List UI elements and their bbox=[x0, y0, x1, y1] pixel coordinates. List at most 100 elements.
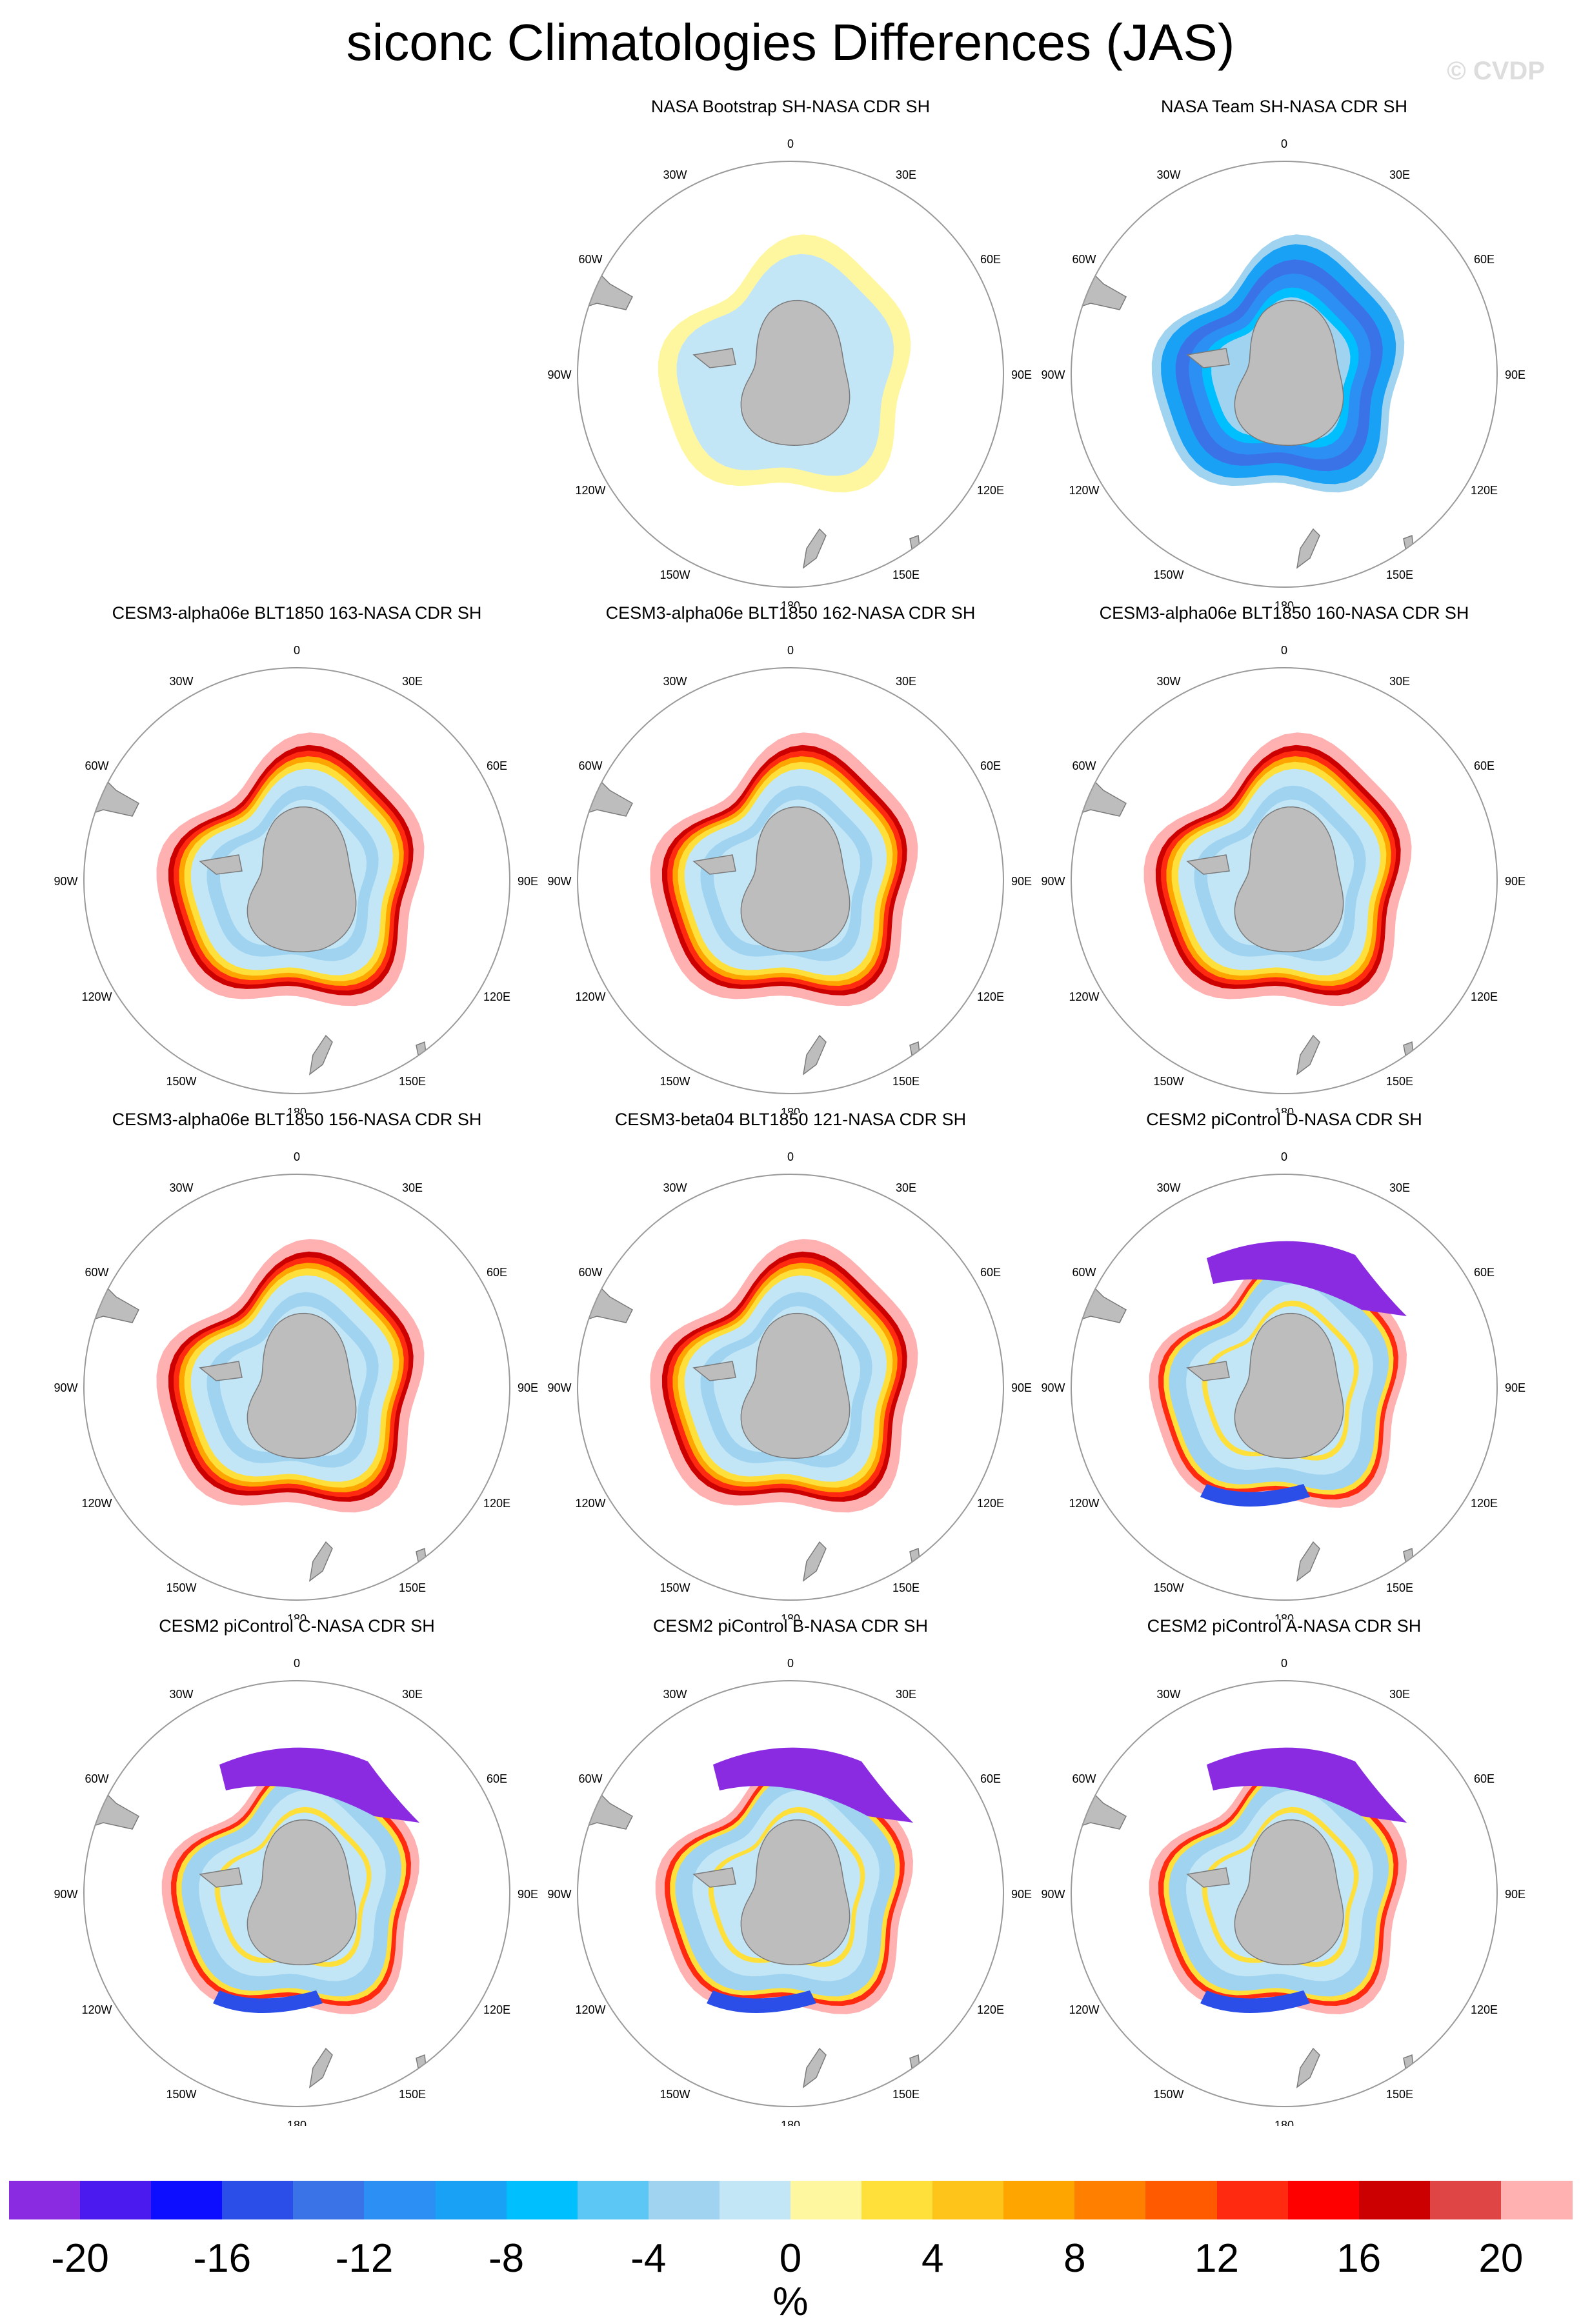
panel-title: CESM2 piControl C-NASA CDR SH bbox=[159, 1616, 435, 1636]
new-zealand-landmass bbox=[802, 1541, 827, 1582]
map-boundary-circle bbox=[577, 667, 1004, 1094]
south-america-landmass bbox=[1071, 774, 1127, 817]
antarctic-peninsula bbox=[692, 1361, 736, 1381]
antarctic-peninsula bbox=[692, 348, 736, 368]
map-field bbox=[1071, 1241, 1414, 1582]
map-panel: CESM2 piControl B-NASA CDR SH 0 30E 60E 90E 1… bbox=[545, 1616, 1036, 2126]
longitude-label: 90W bbox=[547, 875, 571, 888]
longitude-label: 60E bbox=[980, 1266, 1001, 1279]
polar-map: 0 30E 60E 90E 120E 150E 180 150W 120W 90W 60W 30W bbox=[54, 1150, 538, 1619]
longitude-label: 30W bbox=[1156, 168, 1180, 181]
longitude-label: 60E bbox=[1474, 253, 1495, 266]
polar-map: 0 30E 60E 90E 120E 150E 180 150W 120W 90W 60W 30W bbox=[54, 644, 538, 1113]
map-panel: CESM2 piControl D-NASA CDR SH 0 30E 60E 90E 1… bbox=[1039, 1110, 1529, 1619]
map-field bbox=[1071, 1747, 1414, 2089]
longitude-label: 180 bbox=[781, 2119, 800, 2126]
colorbar-cell bbox=[1287, 2181, 1360, 2219]
antarctica-landmass bbox=[247, 806, 357, 952]
south-america-landmass bbox=[578, 1280, 633, 1324]
panel-title: CESM3-alpha06e BLT1850 160-NASA CDR SH bbox=[1099, 603, 1469, 623]
longitude-label: 90W bbox=[1041, 368, 1065, 381]
longitude-label: 120W bbox=[81, 2003, 112, 2016]
longitude-label: 60W bbox=[1072, 759, 1096, 772]
colorbar-cell bbox=[932, 2181, 1004, 2219]
colorbar-tick-label: -12 bbox=[335, 2236, 394, 2281]
new-zealand-landmass bbox=[308, 1541, 333, 1582]
longitude-label: 150E bbox=[892, 568, 920, 581]
panel-title: CESM3-alpha06e BLT1850 156-NASA CDR SH bbox=[112, 1110, 482, 1129]
south-america-landmass bbox=[578, 774, 633, 817]
panel-title: NASA Bootstrap SH-NASA CDR SH bbox=[650, 97, 931, 116]
copyright-watermark: © CVDP bbox=[1447, 57, 1545, 85]
longitude-label: 120W bbox=[1069, 990, 1099, 1003]
colorbar-cell bbox=[1003, 2181, 1075, 2219]
panel-title: CESM3-alpha06e BLT1850 162-NASA CDR SH bbox=[605, 603, 976, 623]
colorbar-cell bbox=[1500, 2181, 1573, 2219]
longitude-label: 180 bbox=[781, 599, 800, 606]
longitude-label: 180 bbox=[1274, 599, 1294, 606]
colorbar-cell bbox=[1145, 2181, 1218, 2219]
map-field bbox=[1071, 234, 1414, 569]
colorbar-tick-label: -4 bbox=[630, 2236, 667, 2281]
antarctic-peninsula bbox=[1186, 1867, 1230, 1888]
longitude-label: 30W bbox=[169, 1181, 193, 1194]
colorbar-tick-label: 0 bbox=[779, 2236, 802, 2281]
longitude-label: 0 bbox=[294, 1657, 300, 1670]
longitude-label: 180 bbox=[781, 1612, 800, 1619]
polar-map: 0 30E 60E 90E 120E 150E 180 150W 120W 90W 60W 30W bbox=[547, 137, 1032, 606]
longitude-label: 60W bbox=[1072, 1266, 1096, 1279]
longitude-label: 150E bbox=[1386, 1075, 1413, 1088]
map-boundary-circle bbox=[577, 161, 1004, 588]
longitude-label: 60E bbox=[980, 759, 1001, 772]
longitude-label: 150E bbox=[399, 1075, 426, 1088]
longitude-label: 60W bbox=[85, 1266, 108, 1279]
longitude-label: 150W bbox=[660, 2088, 690, 2101]
longitude-label: 150E bbox=[399, 1581, 426, 1594]
antarctica-landmass bbox=[740, 299, 851, 446]
map-boundary-circle bbox=[83, 1680, 510, 2107]
new-zealand-landmass bbox=[802, 2047, 827, 2089]
antarctica-landmass bbox=[740, 1312, 851, 1459]
longitude-label: 180 bbox=[1274, 2119, 1294, 2126]
negative-anomaly-patch bbox=[1207, 1241, 1407, 1316]
colorbar-tick-label: -20 bbox=[51, 2236, 109, 2281]
map-panel: CESM2 piControl A-NASA CDR SH 0 30E 60E 90E 1… bbox=[1039, 1616, 1529, 2126]
map-panels: NASA Bootstrap SH-NASA CDR SH 0 30E 60E 90E 1… bbox=[52, 97, 1529, 2126]
colorbar-cell bbox=[1429, 2181, 1502, 2219]
map-boundary-circle bbox=[1071, 161, 1498, 588]
colorbar-tick-label: -16 bbox=[193, 2236, 252, 2281]
colorbar-cell bbox=[364, 2181, 436, 2219]
map-panel: CESM3-alpha06e BLT1850 163-NASA CDR SH 0 3… bbox=[52, 603, 542, 1113]
antarctic-peninsula bbox=[199, 854, 243, 875]
antarctic-peninsula bbox=[199, 1361, 243, 1381]
map-boundary-circle bbox=[1071, 1680, 1498, 2107]
map-panel: CESM2 piControl C-NASA CDR SH 0 30E 60E 90E 1… bbox=[52, 1616, 542, 2126]
new-zealand-landmass bbox=[1296, 528, 1320, 569]
longitude-label: 90W bbox=[1041, 875, 1065, 888]
longitude-label: 120W bbox=[1069, 2003, 1099, 2016]
panel-title: NASA Team SH-NASA CDR SH bbox=[1160, 97, 1408, 116]
longitude-label: 120E bbox=[1471, 990, 1498, 1003]
longitude-label: 180 bbox=[287, 1612, 307, 1619]
longitude-label: 120E bbox=[483, 1497, 510, 1510]
negative-anomaly-patch bbox=[213, 1990, 323, 2013]
longitude-label: 150W bbox=[660, 1075, 690, 1088]
map-field bbox=[578, 1747, 920, 2089]
negative-anomaly-patch bbox=[707, 1990, 816, 2013]
longitude-label: 120W bbox=[1069, 1497, 1099, 1510]
longitude-label: 90E bbox=[518, 1381, 538, 1394]
longitude-label: 90W bbox=[547, 1888, 571, 1901]
colorbar-cell bbox=[293, 2181, 365, 2219]
colorbar-cell bbox=[577, 2181, 649, 2219]
antarctica-landmass bbox=[1234, 299, 1344, 446]
longitude-label: 90W bbox=[54, 875, 77, 888]
longitude-label: 120E bbox=[977, 990, 1004, 1003]
longitude-label: 120W bbox=[81, 990, 112, 1003]
longitude-label: 30E bbox=[1389, 675, 1410, 688]
new-zealand-landmass bbox=[308, 2047, 333, 2089]
new-zealand-landmass bbox=[802, 528, 827, 569]
longitude-label: 90E bbox=[1505, 875, 1526, 888]
new-zealand-landmass bbox=[802, 1034, 827, 1076]
panel-title: CESM2 piControl B-NASA CDR SH bbox=[652, 1616, 929, 1636]
longitude-label: 30W bbox=[1156, 675, 1180, 688]
